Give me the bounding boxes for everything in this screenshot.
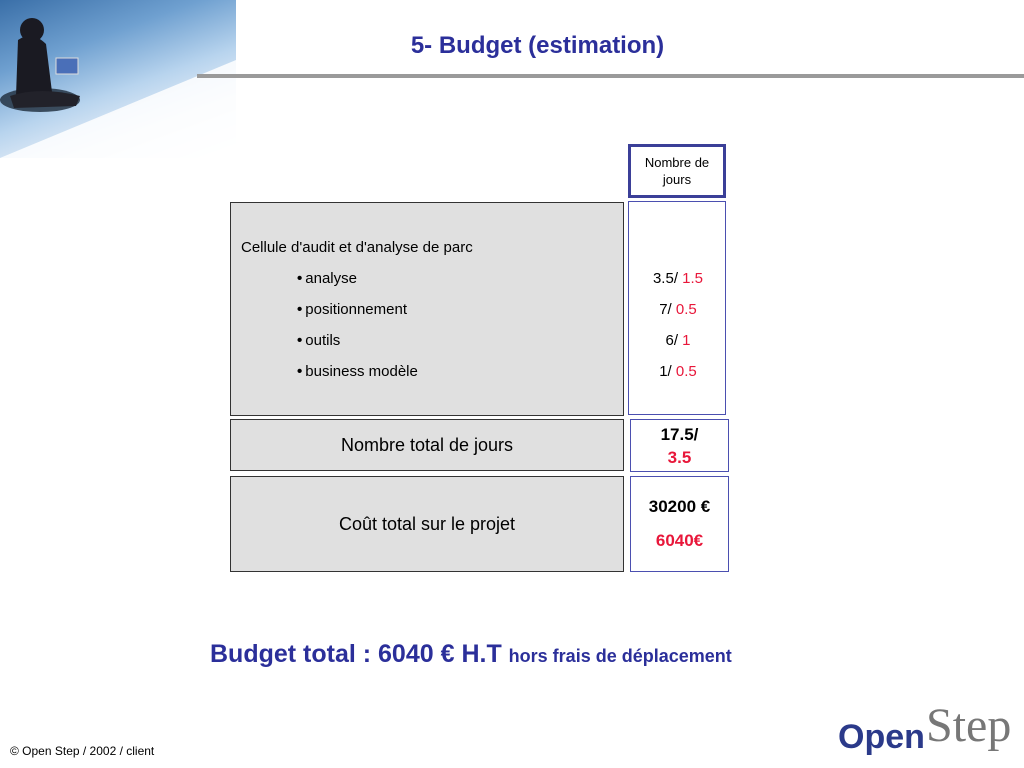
days-estimate: 0.5 xyxy=(675,301,697,318)
total-cost-label: Coût total sur le projet xyxy=(338,513,516,534)
total-days-row: Nombre total de jours xyxy=(230,419,624,471)
days-estimate: 1 xyxy=(682,332,691,349)
budget-summary: Budget total : 6040 € H.T hors frais de … xyxy=(210,640,732,669)
total-cost-base: 30200 € xyxy=(648,497,711,516)
audit-section: Cellule d'audit et d'analyse de parc • an… xyxy=(230,202,624,416)
days-column-header: Nombre de jours xyxy=(628,144,726,198)
days-base: 1/ xyxy=(659,363,676,380)
days-value: 1/ 0.5 xyxy=(629,363,727,380)
days-value: 7/ 0.5 xyxy=(629,301,727,318)
audit-section-title: Cellule d'audit et d'analyse de parc xyxy=(241,239,473,256)
days-base: 7/ xyxy=(659,301,676,318)
title-rule xyxy=(197,74,1024,78)
list-item-label: analyse xyxy=(305,270,357,287)
logo-open: Open xyxy=(838,718,925,756)
days-base: 6/ xyxy=(665,332,683,349)
header-photo xyxy=(0,0,236,158)
total-cost-estimate: 6040€ xyxy=(655,531,704,550)
days-column-header-label: Nombre de jours xyxy=(644,155,710,187)
days-estimate: 1.5 xyxy=(682,270,704,287)
days-value: 3.5/ 1.5 xyxy=(629,270,727,287)
list-item-label: outils xyxy=(305,332,341,349)
footer-copyright: © Open Step / 2002 / client xyxy=(10,744,155,758)
total-cost-row: Coût total sur le projet xyxy=(230,476,624,572)
total-days-estimate: 3.5 xyxy=(667,448,692,467)
openstep-logo: Open Step xyxy=(838,699,1024,764)
person-laptop-image xyxy=(0,18,236,158)
list-item: • analyse xyxy=(297,270,357,287)
list-item-label: positionnement xyxy=(305,301,407,318)
budget-total: Budget total : 6040 € H.T xyxy=(210,640,502,668)
days-value: 6/ 1 xyxy=(629,332,727,349)
list-item: • business modèle xyxy=(297,363,418,380)
slide-title: 5- Budget (estimation) xyxy=(410,32,665,59)
list-item: • outils xyxy=(297,332,341,349)
days-values-column: 3.5/ 1.5 7/ 0.5 6/ 1 1/ 0.5 xyxy=(628,201,726,415)
total-days-label: Nombre total de jours xyxy=(340,434,514,455)
logo-step: Step xyxy=(926,699,1012,752)
days-base: 3.5/ xyxy=(652,270,683,287)
total-days-base: 17.5/ xyxy=(660,425,699,444)
total-days-value: 17.5/ 3.5 xyxy=(630,419,729,472)
list-item-label: business modèle xyxy=(305,363,418,380)
list-item: • positionnement xyxy=(297,301,407,318)
total-cost-value: 30200 € 6040€ xyxy=(630,476,729,572)
days-estimate: 0.5 xyxy=(675,363,697,380)
budget-note: hors frais de déplacement xyxy=(508,646,732,666)
